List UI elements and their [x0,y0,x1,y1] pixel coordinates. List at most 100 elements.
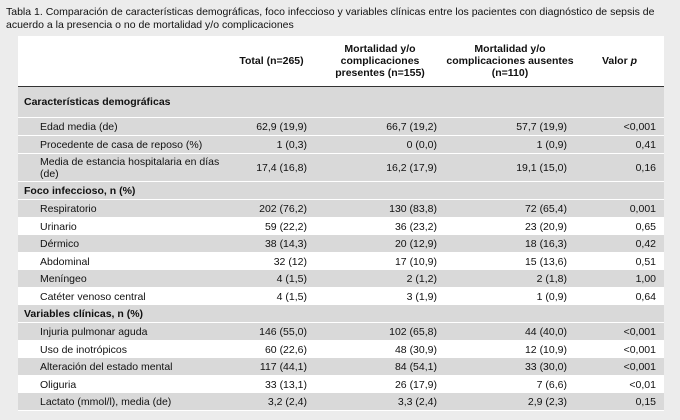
cell-p-value: 0,42 [575,235,664,253]
cell-present: 0 (0,0) [315,135,445,154]
cell-total: 60 (22,6) [264,343,307,356]
cell-p-value: 0,16 [575,153,664,182]
table-row: Lactato (mmol/l), media (de) 3,2 (2,4) 3,3… [18,393,664,411]
cell-absent: 18 (16,3) [445,235,575,253]
cell-total: 62,9 (19,9) [228,117,315,136]
cell-p-value: 0,64 [635,290,656,303]
cell-total: 32 (12) [273,255,307,268]
table-row: Oliguria 33 (13,1) 26 (17,9) 7 (6,6) <0,01 [18,376,664,394]
cell-present: 3,3 (2,4) [315,393,445,411]
row-label: Lactato (mmol/l), media (de) [18,393,228,411]
cell-p-value: 1,00 [575,270,664,288]
cell-total: 38 (14,3) [228,235,315,253]
cell-total: 202 (76,2) [228,199,315,218]
table-row: Urinario 59 (22,2) 36 (23,2) 23 (20,9) 0,65 [18,218,664,236]
header-p-italic: p [630,55,638,67]
row-label: Meníngeo [18,270,228,288]
section-header-row: Variables clínicas, n (%) [18,305,664,323]
cell-total: 146 (55,0) [228,322,315,341]
header-absent: Mortalidad y/o complicaciones ausentes (… [445,36,575,87]
cell-present: 48 (30,9) [394,343,437,356]
table-row: Injuria pulmonar aguda 146 (55,0) 102 (65,… [18,322,664,341]
section-title: Variables clínicas, n (%) [18,305,664,323]
cell-absent: 2,9 (2,3) [445,393,575,411]
cell-p-value: 0,001 [575,199,664,218]
row-label: Dérmico [18,235,228,253]
cell-present: 102 (65,8) [315,322,445,341]
cell-present: 130 (83,8) [315,199,445,218]
cell-p-value: <0,001 [623,343,656,356]
table-panel: Total (n=265) Mortalidad y/o complicacio… [18,36,664,411]
row-label: Alteración del estado mental [18,358,228,376]
cell-present: 2 (1,2) [315,270,445,288]
cell-p-value: 0,15 [575,393,664,411]
cell-absent: 33 (30,0) [445,358,575,376]
row-label: Injuria pulmonar aguda [18,322,228,341]
row-label: Media de estancia hospitalaria en días (… [18,153,228,182]
table-row: Alteración del estado mental 117 (44,1) 84… [18,358,664,376]
row-label: Procedente de casa de reposo (%) [18,135,228,154]
table-caption: Tabla 1. Comparación de características … [6,6,655,31]
cell-total: 4 (1,5) [228,270,315,288]
cell-total: 17,4 (16,8) [228,153,315,182]
row-label: Catéter venoso central [40,290,146,303]
cell-present: 84 (54,1) [315,358,445,376]
header-present: Mortalidad y/o complicaciones presentes … [315,36,445,87]
cell-present: 26 (17,9) [394,378,437,391]
section-title: Características demográficas [18,86,664,118]
cell-total: 4 (1,5) [276,290,307,303]
cell-present: 36 (23,2) [394,220,437,233]
cell-total: 3,2 (2,4) [228,393,315,411]
header-row: Total (n=265) Mortalidad y/o complicacio… [18,36,664,87]
table-row: Meníngeo 4 (1,5) 2 (1,2) 2 (1,8) 1,00 [18,270,664,288]
cell-present: 66,7 (19,2) [315,117,445,136]
section-title: Foco infeccioso, n (%) [18,181,664,200]
cell-absent: 7 (6,6) [536,378,567,391]
cell-p-value: 0,41 [575,135,664,154]
cell-total: 59 (22,2) [264,220,307,233]
table-row: Catéter venoso central 4 (1,5) 3 (1,9) 1 (0… [18,288,664,306]
cell-absent: 15 (13,6) [524,255,567,268]
table-row: Abdominal 32 (12) 17 (10,9) 15 (13,6) 0,51 [18,253,664,271]
header-total: Total (n=265) [228,36,315,87]
cell-absent: 1 (0,9) [445,135,575,154]
cell-absent: 57,7 (19,9) [445,117,575,136]
cell-absent: 72 (65,4) [445,199,575,218]
cell-p-value: <0,001 [575,117,664,136]
results-table: Total (n=265) Mortalidad y/o complicacio… [18,36,664,411]
cell-absent: 44 (40,0) [445,322,575,341]
cell-total: 117 (44,1) [228,358,315,376]
cell-p-value: <0,001 [575,322,664,341]
cell-p-value: 0,65 [635,220,656,233]
cell-present: 17 (10,9) [394,255,437,268]
row-label: Oliguria [40,378,77,391]
cell-total: 33 (13,1) [264,378,307,391]
row-label: Urinario [40,220,77,233]
cell-p-value: <0,001 [575,358,664,376]
cell-absent: 23 (20,9) [524,220,567,233]
row-label: Respiratorio [18,199,228,218]
cell-absent: 1 (0,9) [536,290,567,303]
cell-present: 16,2 (17,9) [315,153,445,182]
section-header-row: Características demográficas [18,86,664,118]
cell-absent: 19,1 (15,0) [445,153,575,182]
section-header-row: Foco infeccioso, n (%) [18,181,664,200]
header-p-value: Valor p [575,36,664,87]
cell-absent: 2 (1,8) [445,270,575,288]
table-body: Características demográficas Edad media (… [18,86,664,411]
row-label: Edad media (de) [18,117,228,136]
cell-absent: 12 (10,9) [524,343,567,356]
header-p-value-text: Valor p [601,55,638,67]
table-row: Uso de inotrópicos 60 (22,6) 48 (30,9) 12 (… [18,341,664,359]
table-row: Dérmico 38 (14,3) 20 (12,9) 18 (16,3) 0,42 [18,235,664,253]
cell-present: 20 (12,9) [315,235,445,253]
cell-present: 3 (1,9) [406,290,437,303]
table-row: Procedente de casa de reposo (%) 1 (0,3) 0… [18,135,664,154]
row-label: Abdominal [40,255,90,268]
table-row: Respiratorio 202 (76,2) 130 (83,8) 72 (65,4… [18,199,664,218]
table-row: Media de estancia hospitalaria en días (… [18,153,664,182]
cell-p-value: <0,01 [629,378,656,391]
cell-total: 1 (0,3) [228,135,315,154]
header-label [18,36,228,87]
cell-p-value: 0,51 [635,255,656,268]
